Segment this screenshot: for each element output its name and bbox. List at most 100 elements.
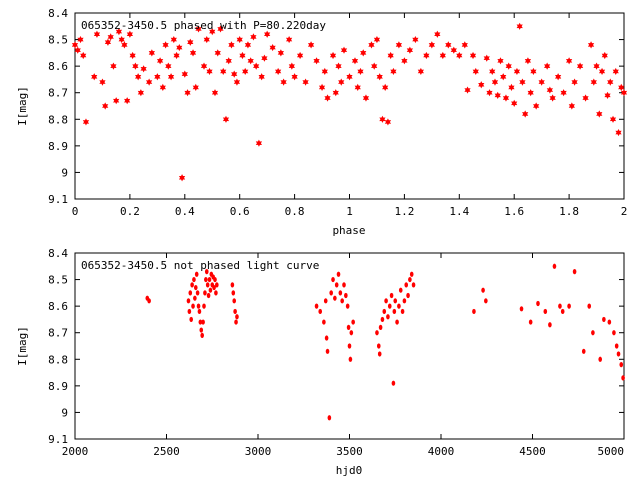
- data-point: [581, 348, 586, 354]
- phased-light-curve-panel: 8.4 8.5 8.6 8.7 8.8 8.9 9 9.1 0 0.2 0.4 0.6 0.8 1 1.2…: [16, 7, 627, 237]
- data-point: [199, 327, 204, 333]
- data-point: [519, 306, 524, 312]
- x-tick-label: 3000: [245, 445, 272, 458]
- data-point: [544, 62, 551, 70]
- data-point: [412, 35, 419, 44]
- data-point: [621, 375, 625, 381]
- data-point: [195, 25, 202, 33]
- data-point: [211, 89, 219, 97]
- y-tick-label: 8.4: [48, 7, 68, 20]
- data-point: [331, 276, 335, 283]
- data-point: [162, 41, 169, 49]
- data-point: [340, 46, 348, 54]
- data-point: [378, 324, 383, 330]
- data-point: [250, 33, 257, 41]
- data-point: [450, 46, 457, 54]
- data-point: [147, 298, 151, 304]
- data-point: [327, 415, 332, 421]
- data-point: [194, 271, 199, 277]
- data-point: [280, 78, 287, 86]
- data-point: [110, 62, 117, 70]
- data-point: [195, 290, 200, 296]
- data-points: [71, 22, 628, 182]
- data-point: [325, 348, 330, 354]
- x-tick-label: 1.8: [559, 205, 579, 218]
- y-tick-label: 8.8: [48, 113, 68, 126]
- data-point: [159, 83, 166, 91]
- data-point: [478, 81, 485, 89]
- data-point: [612, 67, 619, 76]
- data-point: [377, 351, 382, 357]
- data-point: [395, 319, 399, 325]
- data-point: [121, 41, 128, 49]
- data-point: [80, 51, 87, 60]
- data-point: [614, 343, 619, 349]
- data-point: [186, 298, 191, 304]
- data-point: [347, 343, 352, 349]
- x-tick-label: 2: [621, 205, 628, 218]
- data-point: [423, 51, 430, 60]
- data-point: [406, 46, 414, 54]
- data-point: [483, 54, 490, 62]
- data-point: [333, 295, 337, 301]
- data-point: [206, 292, 211, 299]
- plot-frame: [74, 12, 625, 200]
- data-point: [543, 308, 548, 315]
- data-point: [565, 57, 573, 65]
- y-tick-labels: 8.4 8.5 8.6 8.7 8.8 8.9 9 9.1: [48, 247, 68, 446]
- data-point: [188, 290, 193, 296]
- data-point: [548, 322, 552, 328]
- data-point: [236, 35, 243, 44]
- data-point: [511, 99, 518, 107]
- data-point: [318, 308, 323, 315]
- data-point: [402, 298, 407, 304]
- data-point: [604, 91, 611, 99]
- data-point: [602, 316, 606, 323]
- data-point: [307, 41, 315, 49]
- data-point: [348, 356, 353, 362]
- x-tick-label: 1.4: [449, 205, 469, 218]
- data-point: [500, 73, 507, 81]
- data-point: [200, 62, 208, 70]
- data-point: [393, 298, 398, 304]
- data-point: [165, 62, 172, 70]
- data-point: [313, 57, 320, 65]
- data-point: [351, 319, 355, 325]
- chart-title: 065352-3450.5 phased with P=80.220day: [81, 19, 326, 32]
- data-point: [406, 292, 410, 299]
- data-point: [228, 41, 235, 49]
- data-point: [619, 362, 624, 368]
- data-point: [314, 303, 319, 309]
- data-point: [445, 41, 452, 49]
- data-point: [126, 30, 134, 38]
- x-axis-label: hjd0: [336, 464, 363, 477]
- data-point: [382, 308, 387, 315]
- x-tick-label: 0.2: [120, 205, 140, 218]
- data-point: [494, 91, 501, 99]
- data-point: [338, 290, 343, 296]
- data-point: [464, 86, 471, 94]
- data-point: [115, 28, 123, 36]
- data-point: [335, 62, 342, 70]
- data-point: [576, 62, 584, 70]
- x-tick-label: 2000: [62, 445, 89, 458]
- data-point: [191, 303, 195, 309]
- data-point: [146, 78, 153, 86]
- data-point: [258, 73, 265, 81]
- data-point: [567, 303, 571, 309]
- data-point: [187, 308, 192, 315]
- data-point: [324, 335, 329, 341]
- data-point: [233, 78, 241, 86]
- y-axis-label: I[mag]: [16, 326, 29, 366]
- data-point: [196, 303, 201, 309]
- x-tick-label: 3500: [336, 445, 363, 458]
- y-axis-label: I[mag]: [16, 86, 29, 126]
- data-point: [264, 30, 271, 38]
- data-point: [489, 67, 496, 76]
- y-tick-label: 8.7: [48, 327, 68, 340]
- data-point: [491, 78, 499, 86]
- data-point: [104, 38, 112, 46]
- data-point: [400, 308, 405, 315]
- data-point: [82, 118, 90, 126]
- data-point: [209, 28, 216, 36]
